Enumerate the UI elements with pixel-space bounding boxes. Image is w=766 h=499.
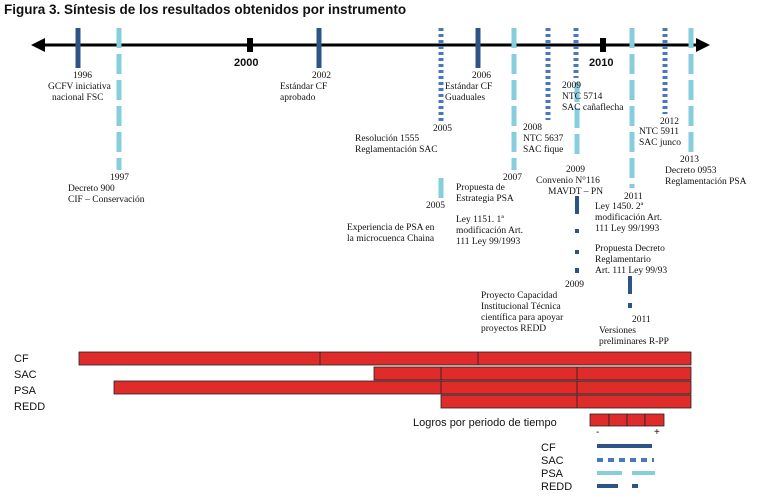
- event-2008-year: 2008: [523, 123, 542, 133]
- legend-label-cf: CF: [541, 442, 556, 454]
- event-2005a-line1: Resolución 1555: [355, 134, 419, 144]
- event-2006-line2: Guaduales: [445, 93, 485, 103]
- event-1997-line2: CIF – Conservación: [68, 195, 145, 205]
- event-2006-year: 2006: [472, 71, 491, 81]
- event-2009a-line1: NTC 5714: [562, 92, 603, 102]
- event-2011a-line6: Art. 111 Ley 99/93: [595, 266, 667, 276]
- timeline-axis: 2000 2010: [31, 38, 710, 69]
- event-2011a-line3: 111 Ley 99/1993: [595, 224, 659, 234]
- event-2005b-line1: Experiencia de PSA en: [347, 223, 435, 233]
- markers-cf: [75, 28, 481, 68]
- markers-redd: [575, 196, 632, 308]
- timeline-arrow-left: [31, 38, 45, 52]
- event-2007-year: 2007: [503, 173, 522, 183]
- markers-psa: [116, 28, 694, 198]
- event-2005a-line2: Reglamentación SAC: [355, 145, 438, 155]
- tick-2010: [600, 38, 606, 52]
- legend: CF SAC PSA REDD: [541, 442, 655, 493]
- event-2005a-year: 2005: [433, 124, 452, 134]
- bar-cf: [78, 351, 692, 366]
- event-2009c-year: 2009: [565, 280, 584, 290]
- achievements-minus: -: [596, 427, 599, 438]
- event-2009a-year: 2009: [562, 81, 581, 91]
- markers-sac: [438, 28, 668, 122]
- legend-label-psa: PSA: [541, 468, 564, 480]
- bar-redd: [440, 394, 692, 409]
- legend-label-redd: REDD: [541, 481, 572, 493]
- event-2009a-line2: SAC cañaflecha: [562, 102, 624, 113]
- event-2012-year: 2012: [660, 117, 679, 127]
- event-2007-line1: Propuesta de: [456, 183, 505, 193]
- event-2009c-line4: proyectos REDD: [481, 324, 546, 334]
- event-2011b-line2: preliminares R-PP: [599, 337, 669, 347]
- row-label-redd: REDD: [14, 401, 45, 413]
- event-2011a-line1: Ley 1450. 2ª: [595, 202, 644, 212]
- bar-sac: [373, 366, 692, 381]
- event-2011a-line5: Reglamentario: [595, 255, 651, 265]
- achievement-cell-3: [626, 413, 646, 427]
- event-2009b-year: 2009: [566, 165, 585, 175]
- bar-psa: [113, 380, 692, 395]
- event-2012-line1: NTC 5911: [639, 127, 679, 137]
- event-2011a-line2: modificación Art.: [595, 212, 662, 223]
- event-2007-line2: Estrategia PSA: [456, 194, 514, 204]
- event-2007-line3: Ley 1151. 1ª: [456, 215, 504, 225]
- event-labels: 1996 GCFV iniciativa nacional FSC 1997 D…: [48, 71, 747, 347]
- event-2009c-line2: Institucional Técnica: [481, 302, 562, 312]
- event-2005b-line2: la microcuenca Chaina: [347, 234, 435, 244]
- event-2013-line1: Decreto 0953: [665, 166, 717, 176]
- event-2002-line2: aprobado: [280, 93, 316, 103]
- legend-label-sac: SAC: [541, 455, 564, 467]
- event-2007-line5: 111 Ley 99/1993: [456, 237, 520, 247]
- tick-2000: [247, 38, 253, 52]
- event-1996-year: 1996: [73, 71, 92, 81]
- event-2009c-line1: Proyecto Capacidad: [481, 291, 557, 301]
- event-2009c-line3: científica para apoyar: [481, 312, 564, 323]
- event-2008-line2: SAC fique: [523, 144, 563, 155]
- achievements-scale: Logros por periodo de tiempo - +: [413, 413, 665, 438]
- achievements-label: Logros por periodo de tiempo: [413, 417, 557, 429]
- achievement-cell-4: [644, 413, 665, 427]
- event-2012-line2: SAC junco: [639, 138, 681, 148]
- achievements-plus: +: [654, 427, 660, 438]
- instrument-rows: CF SAC PSA REDD: [14, 351, 692, 413]
- event-2002-line1: Estándar CF: [280, 82, 327, 92]
- tick-label-2000: 2000: [234, 57, 258, 69]
- timeline-arrow-right: [696, 38, 710, 52]
- event-2009b-line1: Convenio N°116: [536, 175, 600, 186]
- row-label-sac: SAC: [14, 369, 37, 381]
- event-2008-line1: NTC 5637: [523, 134, 564, 144]
- event-2006-line1: Estándar CF: [445, 82, 492, 92]
- achievement-cell-2: [608, 413, 628, 427]
- event-2011a-line4: Propuesta Decreto: [595, 244, 665, 254]
- event-2007-line4: modificación Art.: [456, 225, 523, 236]
- achievement-cell-1: [589, 413, 610, 427]
- row-label-psa: PSA: [14, 385, 37, 397]
- event-2002-year: 2002: [312, 71, 331, 81]
- event-2013-year: 2013: [680, 155, 699, 165]
- event-2005b-year: 2005: [426, 201, 445, 211]
- tick-label-2010: 2010: [589, 57, 613, 69]
- event-2011b-line1: Versiones: [599, 326, 636, 336]
- event-1996-line1: GCFV iniciativa: [48, 82, 112, 92]
- event-1996-line2: nacional FSC: [52, 93, 103, 103]
- event-2013-line2: Reglamentación PSA: [665, 177, 747, 187]
- event-1997-year: 1997: [110, 173, 129, 183]
- event-2011a-year: 2011: [624, 192, 643, 202]
- event-2011b-year: 2011: [632, 315, 651, 325]
- row-label-cf: CF: [14, 353, 29, 365]
- figure-title: Figura 3. Síntesis de los resultados obt…: [4, 2, 406, 17]
- event-1997-line1: Decreto 900: [68, 184, 115, 194]
- event-2009b-line2: MAVDT – PN: [548, 187, 603, 197]
